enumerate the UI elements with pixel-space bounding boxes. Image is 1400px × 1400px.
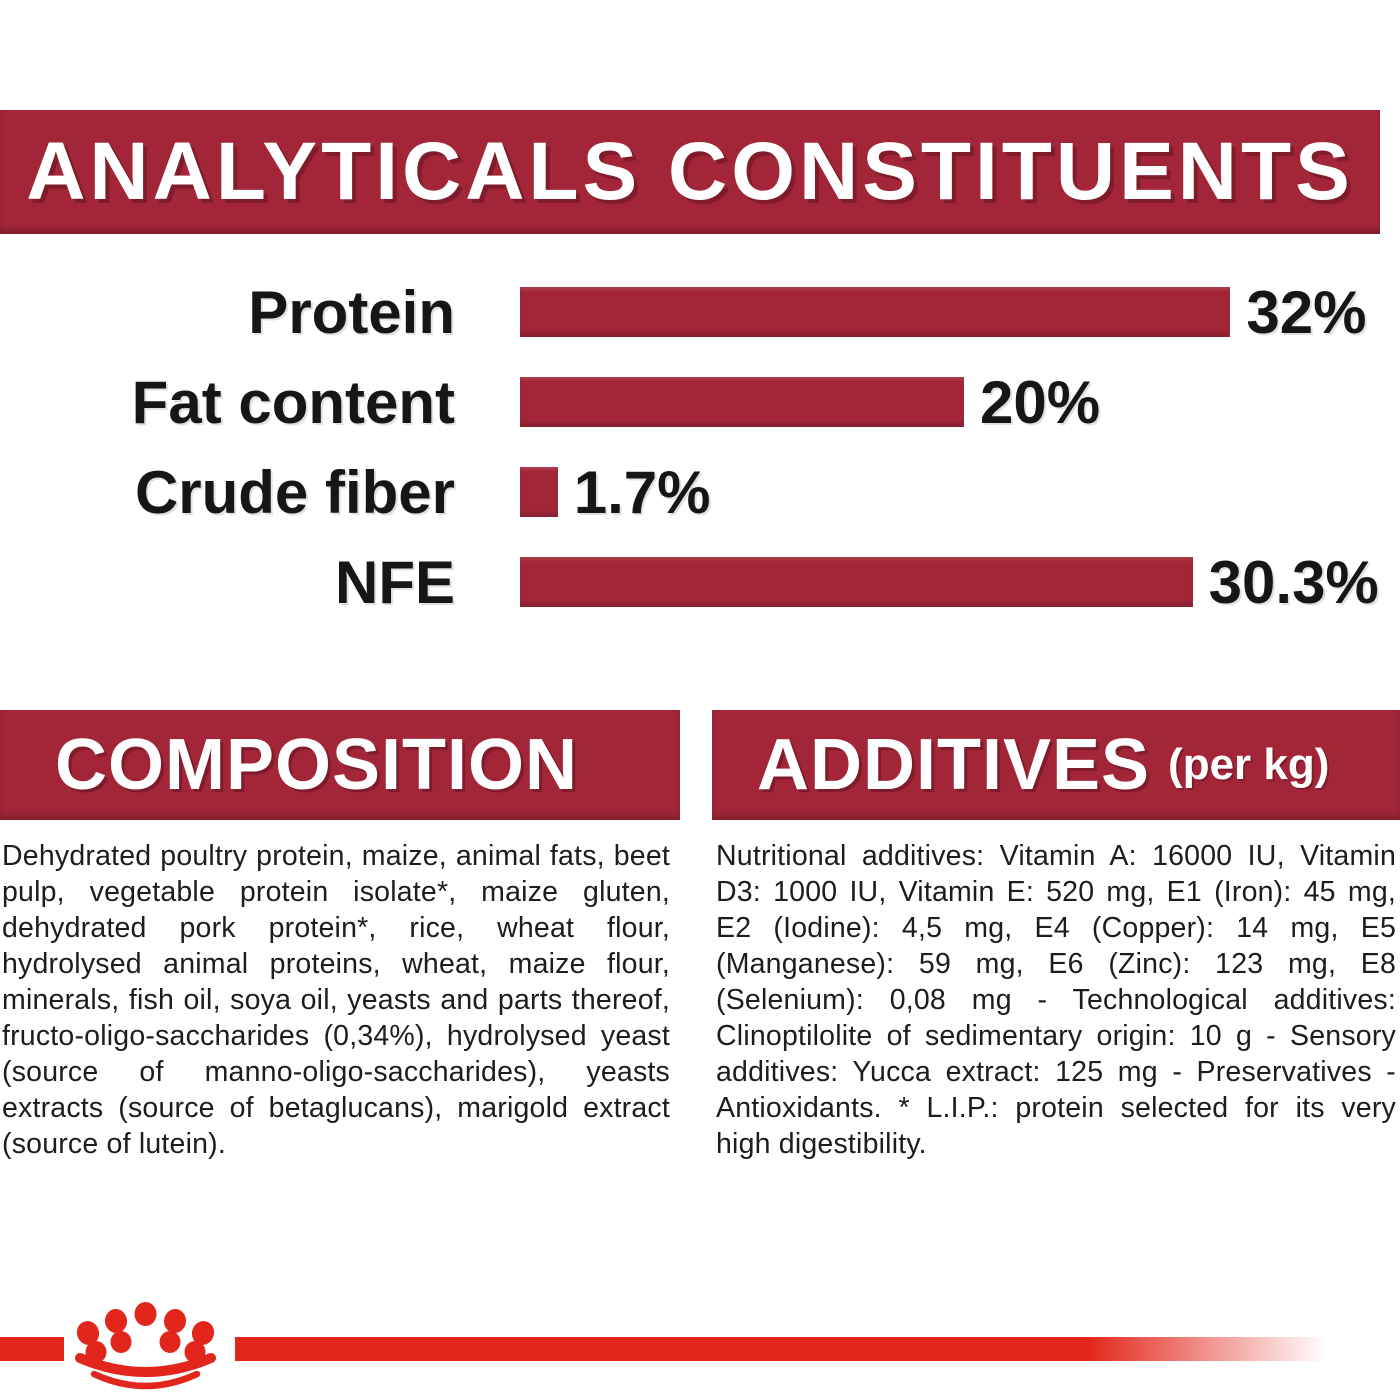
bar-label: NFE [335,548,455,616]
bar-value: 20% [980,368,1101,436]
additives-title: ADDITIVES [757,725,1151,805]
page-title: ANALYTICALS CONSTITUENTS [26,126,1354,217]
composition-title: COMPOSITION [55,725,579,805]
bar-label: Crude fiber [134,458,455,526]
chart-row-fat-content: Fat content 20% [0,357,1400,447]
analyticals-bar-chart: Protein 32% Fat content 20% Crude fiber … [0,267,1400,627]
footer-stripe-left [0,1337,64,1361]
additives-subtitle: (per kg) [1168,740,1330,789]
bar-crude-fiber [520,467,558,517]
bar-label: Fat content [131,368,455,436]
bar-label: Protein [248,278,455,346]
bar-value: 32% [1246,278,1367,346]
bar-value: 1.7% [573,458,711,526]
additives-header-banner: ADDITIVES (per kg) [712,710,1400,820]
chart-row-nfe: NFE 30.3% [0,537,1400,627]
composition-text: Dehydrated poultry protein, maize, anima… [2,840,670,1160]
chart-row-crude-fiber: Crude fiber 1.7% [0,447,1400,537]
bar-value: 30.3% [1208,548,1379,616]
bar-protein [520,287,1231,337]
additives-text: Nutritional additives: Vitamin A: 16000 … [716,840,1396,1160]
composition-header-banner: COMPOSITION [0,710,680,820]
bar-fat-content [520,377,964,427]
chart-row-protein: Protein 32% [0,267,1400,357]
analyticals-header-banner: ANALYTICALS CONSTITUENTS [0,110,1380,234]
footer-stripe-right [235,1337,1327,1361]
bar-nfe [520,557,1193,607]
royal-canin-crown-icon [75,1302,216,1390]
